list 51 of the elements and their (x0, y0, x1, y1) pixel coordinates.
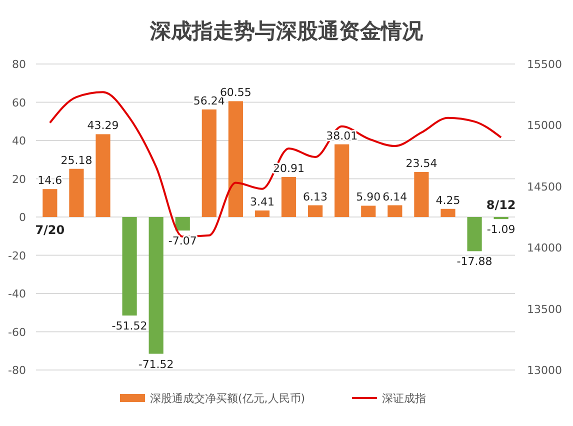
y2-tick-label: 13000 (527, 364, 562, 377)
bar (467, 217, 482, 252)
bar (96, 134, 110, 217)
data-label: 3.41 (250, 195, 274, 208)
y-tick-label: 20 (12, 172, 26, 186)
bar (228, 101, 243, 217)
data-label: -71.52 (138, 358, 174, 371)
data-label: 14.6 (38, 174, 62, 188)
legend-label: 深股通成交净买额(亿元,人民币) (150, 392, 306, 405)
y2-tick-label: 13500 (527, 302, 562, 316)
bar (308, 205, 323, 217)
bar (202, 109, 216, 217)
data-label: 6.13 (303, 190, 328, 204)
data-label: -1.09 (486, 223, 516, 236)
y2-tick-label: 14500 (527, 180, 562, 194)
y-tick-label: 60 (12, 96, 26, 110)
x-tick-label: 7/20 (35, 223, 65, 237)
bar (414, 172, 429, 217)
bar (148, 217, 164, 354)
y2-tick-label: 15500 (527, 58, 562, 71)
data-label: -51.52 (112, 320, 148, 333)
bar (42, 189, 58, 217)
bar (440, 208, 456, 217)
bar (175, 217, 190, 231)
bar (388, 205, 402, 217)
bar (254, 210, 270, 217)
bar (281, 177, 296, 217)
y-tick-label: -40 (8, 288, 26, 300)
data-label: 6.14 (382, 190, 408, 204)
data-label: 23.54 (406, 156, 438, 170)
data-label: 43.29 (87, 119, 119, 132)
y-tick-label: -60 (8, 326, 26, 339)
y-tick-label: -20 (8, 249, 26, 262)
y-tick-label: 80 (12, 58, 26, 71)
y2-tick-label: 15000 (527, 119, 562, 132)
y2-tick-label: 14000 (527, 242, 562, 255)
bar (361, 206, 376, 217)
data-label: 4.25 (436, 194, 460, 207)
bar (334, 144, 350, 217)
bar (69, 168, 84, 217)
y-tick-label: -80 (8, 364, 26, 377)
chart-title: 深成指走势与深股通资金情况 (149, 19, 424, 43)
data-label: 5.90 (356, 190, 381, 204)
data-label: 25.18 (60, 154, 92, 167)
x-tick-label: 8/12 (486, 198, 516, 212)
y-tick-label: 0 (19, 211, 26, 224)
bar (122, 217, 137, 316)
legend-label: 深证成指 (382, 392, 426, 405)
data-label: -7.07 (168, 234, 197, 248)
y-tick-label: 40 (12, 134, 26, 148)
data-label: -17.88 (456, 255, 492, 268)
